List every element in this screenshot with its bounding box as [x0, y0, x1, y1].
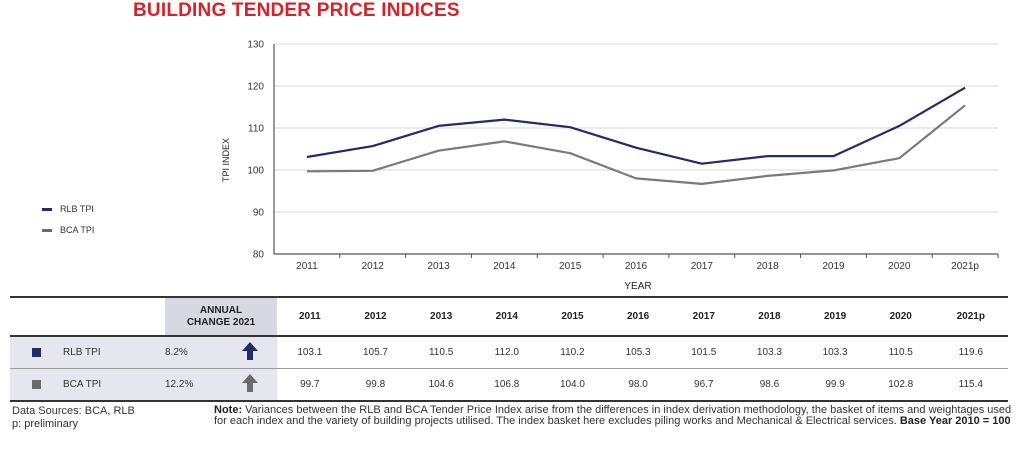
table-cell: 119.6	[958, 347, 983, 358]
legend-swatch-rlb	[42, 207, 52, 211]
table-cell: 102.8	[888, 379, 914, 390]
table-cell: 112.0	[494, 347, 519, 358]
table-cell: 99.9	[825, 379, 845, 390]
table-cell: 105.7	[362, 347, 388, 358]
x-tick-label: 2013	[427, 261, 450, 272]
annual-change-value: 12.2%	[165, 368, 223, 401]
series-line-rlb	[306, 86, 966, 165]
legend-item-rlb: RLB TPI	[42, 204, 94, 214]
row-label: BCA TPI	[63, 379, 102, 390]
annual-change-value: 8.2%	[165, 336, 223, 369]
table-row: RLB TPI 8.2% 103.1 105.7 110.5 112.0 110…	[10, 336, 1008, 369]
year-header: 2021p	[956, 311, 985, 322]
table-row: BCA TPI 12.2% 99.7 99.8 104.6 106.8 104.…	[10, 368, 1008, 401]
x-tick-label: 2020	[888, 261, 911, 272]
table-header-row: ANNUAL CHANGE 2021 2011 2012 2013 2014 2…	[10, 297, 1008, 336]
table-cell: 99.7	[300, 379, 320, 390]
legend-item-bca: BCA TPI	[42, 225, 94, 235]
annual-change-table: ANNUAL CHANGE 2021 2011 2012 2013 2014 2…	[10, 296, 1008, 402]
table-cell: 110.5	[428, 347, 454, 358]
x-axis-label: YEAR	[624, 281, 651, 292]
x-tick-label: 2018	[757, 261, 780, 272]
bca-square-icon	[32, 379, 41, 389]
year-header: 2015	[561, 311, 584, 322]
table-cell: 103.1	[297, 347, 323, 358]
table-cell: 99.8	[365, 379, 386, 390]
y-tick-label: 100	[247, 166, 264, 177]
year-header: 2017	[692, 311, 715, 322]
x-tick-label: 2012	[362, 261, 385, 272]
table-cell: 98.0	[628, 379, 648, 390]
footnote: Note: Variances between the RLB and BCA …	[214, 404, 1012, 427]
x-tick-label: 2021p	[951, 261, 979, 272]
table-cell: 110.5	[888, 347, 913, 358]
year-header: 2020	[889, 311, 912, 322]
row-label: RLB TPI	[63, 347, 101, 358]
y-tick-label: 120	[247, 82, 264, 93]
table-cell: 106.8	[494, 379, 520, 390]
table-cell: 110.2	[560, 347, 585, 358]
table-cell: 105.3	[625, 347, 651, 358]
year-header: 2013	[430, 311, 453, 322]
year-header: 2019	[823, 311, 847, 322]
year-header: 2014	[495, 311, 518, 322]
y-tick-label: 130	[247, 40, 264, 51]
up-arrow-icon	[242, 342, 258, 360]
legend-label-rlb: RLB TPI	[60, 204, 94, 214]
table-cell: 104.6	[428, 379, 454, 390]
table-cell: 96.7	[694, 379, 714, 390]
table-cell: 115.4	[958, 379, 983, 390]
legend-label-bca: BCA TPI	[60, 225, 95, 235]
annual-change-header: ANNUAL CHANGE 2021	[165, 297, 277, 336]
page-title: BUILDING TENDER PRICE INDICES	[133, 0, 460, 21]
x-tick-label: 2017	[691, 261, 714, 272]
x-tick-label: 2019	[822, 261, 845, 272]
table-cell: 98.6	[759, 379, 780, 390]
rlb-square-icon	[32, 347, 41, 357]
year-header: 2011	[298, 311, 321, 322]
x-tick-label: 2014	[493, 261, 516, 272]
y-tick-label: 80	[253, 250, 265, 261]
x-tick-label: 2011	[296, 261, 318, 272]
year-header: 2012	[364, 311, 387, 322]
legend-swatch-bca	[42, 228, 52, 232]
x-tick-label: 2016	[625, 261, 648, 272]
table-cell: 103.3	[756, 347, 782, 358]
table-cell: 103.3	[822, 347, 848, 358]
year-header: 2018	[758, 311, 781, 322]
x-tick-label: 2015	[559, 261, 582, 272]
y-axis-label: TPI INDEX	[221, 138, 231, 182]
year-header: 2016	[626, 311, 650, 322]
y-tick-label: 90	[253, 208, 265, 219]
series-line-bca	[306, 104, 966, 185]
up-arrow-icon	[242, 374, 258, 392]
y-tick-label: 110	[248, 124, 264, 135]
line-chart: 80 90 100 110 120 130 2011 2012 2013 2014 2015 201…	[221, 40, 999, 292]
table-cell: 101.5	[691, 347, 717, 358]
data-sources: Data Sources: BCA, RLB p: preliminary	[12, 405, 135, 430]
table-cell: 104.0	[559, 379, 585, 390]
